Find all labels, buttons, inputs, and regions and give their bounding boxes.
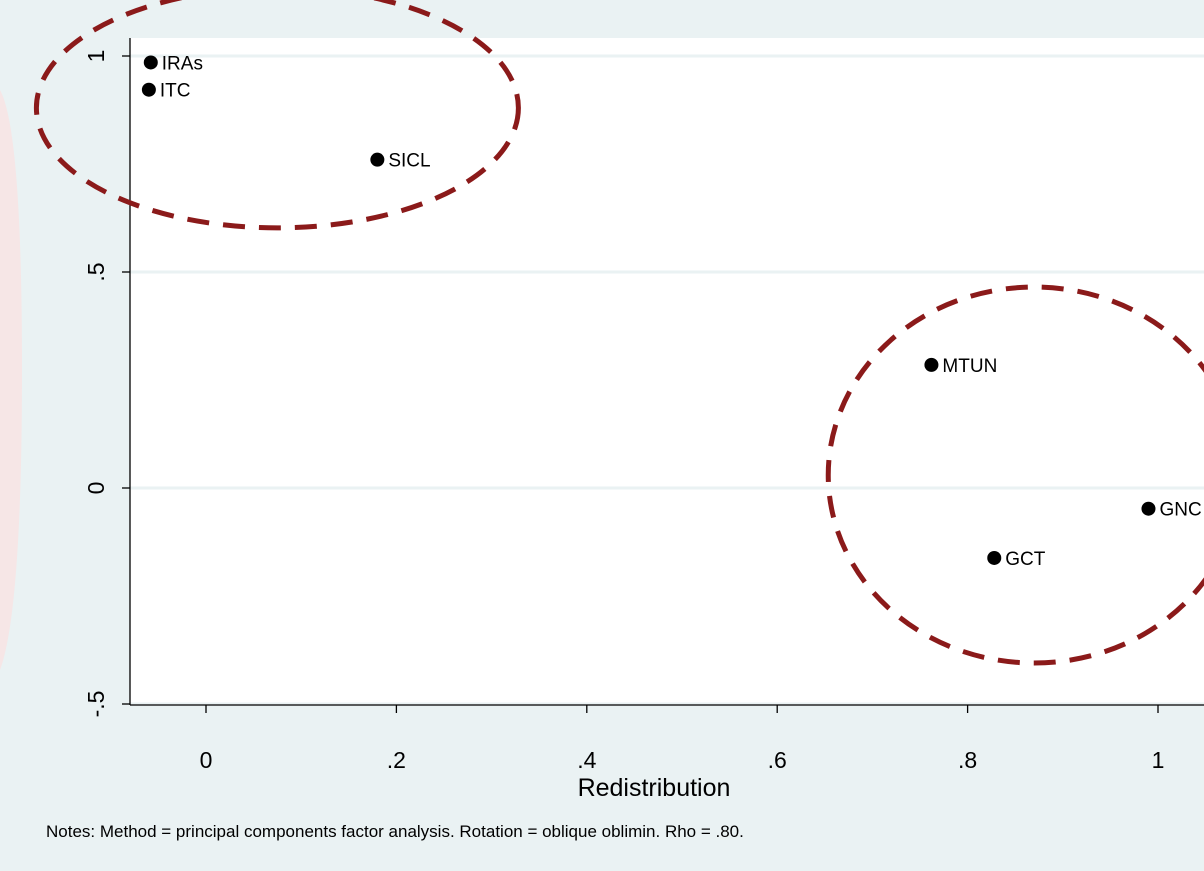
- cluster-outline: [33, 0, 521, 231]
- axes: -.5 0 .5 1 0 .2 .4 .6 .8 1: [83, 38, 1204, 773]
- data-points: IRAs ITC SICL MTUN GNC GCT: [141, 53, 1202, 570]
- data-point: [1141, 501, 1156, 516]
- cluster-outline: [825, 284, 1204, 666]
- plot-area: [130, 38, 1204, 705]
- y-tick-label: 0: [83, 482, 109, 495]
- point-label: MTUN: [942, 356, 997, 377]
- x-tick-label: .2: [387, 747, 406, 773]
- data-point: [141, 82, 156, 97]
- y-tick-label: 1: [83, 50, 109, 63]
- point-label: GCT: [1005, 549, 1046, 570]
- y-tick-label: .5: [83, 262, 109, 281]
- data-point: [924, 357, 939, 372]
- point-label: GNC: [1159, 500, 1201, 521]
- cluster-outlines: [33, 0, 1204, 666]
- x-tick-label: .6: [768, 747, 787, 773]
- y-tick-label: -.5: [83, 691, 109, 718]
- chart-notes: Notes: Method = principal components fac…: [46, 822, 744, 841]
- point-label: SICL: [388, 151, 430, 172]
- data-point: [987, 550, 1002, 565]
- gridlines: [130, 54, 1204, 706]
- data-point: [370, 152, 385, 167]
- data-point: [143, 55, 158, 70]
- x-tick-label: 0: [200, 747, 213, 773]
- x-tick-label: .4: [577, 747, 596, 773]
- point-label: IRAs: [162, 53, 203, 74]
- x-tick-label: .8: [958, 747, 977, 773]
- x-tick-label: 1: [1152, 747, 1165, 773]
- x-axis-title: Redistribution: [578, 774, 731, 802]
- point-label: ITC: [160, 81, 191, 102]
- left-edge-tint: [0, 90, 22, 670]
